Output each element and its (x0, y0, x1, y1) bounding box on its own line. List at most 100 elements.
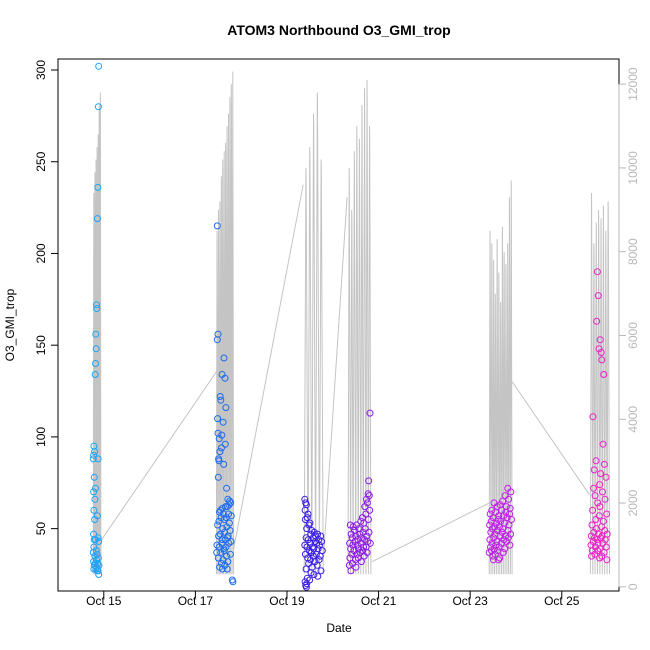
data-point (593, 317, 601, 325)
data-point (218, 536, 226, 544)
data-point (352, 563, 360, 571)
data-point (223, 484, 231, 492)
y-tick-label: 250 (34, 151, 48, 171)
data-point (501, 545, 509, 553)
data-point (360, 552, 368, 560)
data-point (596, 481, 604, 489)
data-point (94, 183, 102, 191)
o3-points (89, 62, 611, 591)
data-point (222, 514, 230, 522)
data-point (589, 506, 597, 514)
data-point (598, 356, 606, 364)
data-point (366, 409, 374, 417)
data-point (92, 484, 99, 492)
data-point (366, 506, 374, 514)
data-point (213, 541, 221, 549)
data-point (596, 336, 604, 344)
data-point (347, 567, 355, 575)
data-point (217, 549, 225, 556)
data-point (590, 466, 598, 474)
x-tick-label: Oct 25 (544, 594, 580, 608)
data-point (304, 536, 312, 544)
y-axis-label: O3_GMI_trop (3, 288, 17, 361)
data-point (93, 215, 101, 223)
data-point (89, 549, 97, 556)
data-point (603, 510, 611, 518)
data-point (214, 521, 222, 529)
data-point (215, 532, 223, 540)
data-point (92, 345, 100, 353)
data-point (507, 488, 515, 496)
x-tick-label: Oct 23 (452, 594, 488, 608)
data-point (218, 444, 225, 452)
data-point (598, 552, 606, 560)
data-point (225, 501, 233, 509)
data-point (362, 510, 370, 518)
data-point (503, 514, 511, 522)
data-point (220, 460, 228, 468)
data-point (593, 536, 601, 544)
data-point (305, 547, 313, 555)
data-point (595, 512, 603, 520)
right-tick-label: 6000 (626, 322, 640, 349)
right-tick-label: 4000 (626, 406, 640, 433)
data-point (593, 268, 601, 276)
data-point (499, 549, 507, 556)
data-point (90, 473, 98, 481)
altitude-profile-6 (589, 192, 610, 575)
data-point (213, 336, 221, 344)
data-point (90, 558, 98, 566)
altitude-profile-4 (347, 79, 372, 575)
data-point (92, 536, 99, 544)
data-point (590, 484, 598, 492)
data-point (303, 543, 311, 551)
data-point (92, 360, 99, 367)
altitude-profile-2 (215, 71, 235, 575)
data-point (216, 393, 224, 400)
data-point (504, 534, 512, 542)
data-point (91, 495, 99, 503)
data-point (91, 448, 99, 456)
transit-line-1 (100, 368, 219, 541)
data-point (348, 550, 356, 558)
data-point (304, 510, 312, 518)
data-point (95, 62, 103, 70)
data-point (592, 457, 600, 465)
data-point (222, 404, 230, 412)
data-point (307, 556, 314, 564)
y-tick-label: 100 (34, 427, 48, 447)
data-point (588, 521, 596, 529)
x-axis: Oct 15 Oct 17 Oct 19 Oct 21 Oct 23 Oct 25 (86, 590, 580, 608)
data-point (226, 550, 234, 558)
x-tick-label: Oct 17 (178, 594, 214, 608)
data-point (213, 222, 221, 230)
data-point (94, 103, 102, 111)
right-tick-label: 8000 (626, 238, 640, 265)
data-point (222, 543, 230, 551)
data-point (302, 583, 310, 591)
data-point (487, 528, 495, 536)
data-point (90, 565, 98, 573)
data-point (600, 549, 608, 556)
data-point (215, 435, 223, 443)
data-point (93, 301, 100, 309)
data-point (596, 503, 604, 511)
data-point (486, 536, 494, 544)
data-point (489, 552, 497, 560)
data-point (94, 455, 102, 463)
data-point (305, 560, 313, 567)
right-y-axis: 0 2000 4000 6000 8000 10000 12000 (618, 67, 640, 590)
data-point (90, 488, 98, 496)
data-point (589, 413, 597, 421)
data-point (588, 552, 596, 560)
data-point (305, 521, 313, 529)
data-point (302, 565, 310, 573)
data-point (308, 549, 315, 556)
data-point (495, 556, 502, 564)
data-point (600, 371, 608, 378)
data-point (597, 470, 605, 478)
data-point (602, 473, 610, 481)
data-point (597, 349, 605, 356)
data-point (219, 525, 227, 533)
